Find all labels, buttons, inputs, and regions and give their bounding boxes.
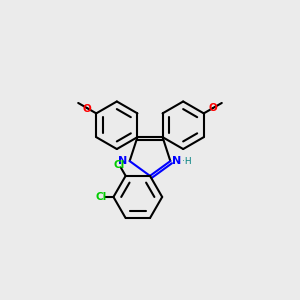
Text: O: O [208, 103, 217, 113]
Text: Cl: Cl [95, 192, 106, 202]
Text: N: N [118, 156, 128, 166]
Text: N: N [172, 156, 182, 166]
Text: O: O [82, 104, 91, 114]
Text: ·H: ·H [182, 157, 191, 166]
Text: Cl: Cl [114, 160, 125, 170]
